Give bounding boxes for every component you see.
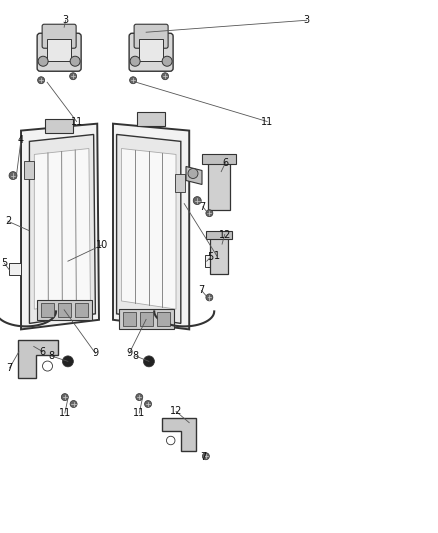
Bar (119, 309, 173, 329)
Bar (47, 39, 71, 61)
Text: 11: 11 (71, 117, 83, 126)
Polygon shape (29, 134, 95, 324)
Bar (24, 160, 34, 179)
Bar (123, 312, 136, 326)
Circle shape (193, 197, 201, 205)
Circle shape (162, 72, 169, 80)
Polygon shape (117, 134, 181, 324)
FancyBboxPatch shape (134, 24, 168, 48)
Circle shape (62, 356, 74, 367)
Text: 1: 1 (214, 251, 220, 261)
Circle shape (130, 77, 137, 84)
Text: 3: 3 (63, 15, 69, 25)
Text: 5: 5 (207, 253, 213, 262)
Circle shape (143, 356, 155, 367)
Text: 12: 12 (219, 230, 231, 239)
Text: 7: 7 (7, 363, 13, 373)
Text: 9: 9 (126, 349, 132, 358)
Circle shape (70, 72, 77, 80)
FancyBboxPatch shape (42, 24, 76, 48)
FancyBboxPatch shape (37, 33, 81, 71)
Bar (139, 39, 163, 61)
Circle shape (61, 393, 68, 401)
Circle shape (130, 56, 140, 66)
Text: 2: 2 (5, 216, 11, 226)
Text: 8: 8 (49, 351, 55, 361)
Circle shape (136, 393, 143, 401)
Bar (45, 118, 73, 133)
Bar (137, 111, 165, 126)
Polygon shape (186, 166, 202, 184)
Text: 11: 11 (261, 117, 273, 126)
Text: 10: 10 (95, 240, 108, 250)
Bar (140, 312, 152, 326)
Text: 9: 9 (92, 349, 99, 358)
Bar (175, 174, 185, 192)
Circle shape (38, 56, 48, 66)
Circle shape (145, 400, 152, 408)
Text: 6: 6 (223, 158, 229, 167)
FancyBboxPatch shape (129, 33, 173, 71)
Bar (41, 303, 53, 317)
Circle shape (202, 453, 209, 460)
Bar (206, 231, 232, 239)
Bar (210, 236, 228, 274)
Text: 6: 6 (40, 347, 46, 357)
Bar (74, 303, 88, 317)
Polygon shape (21, 124, 99, 329)
Text: 5: 5 (1, 259, 7, 268)
Circle shape (70, 400, 77, 408)
Circle shape (188, 168, 198, 179)
Polygon shape (18, 340, 57, 378)
Text: 8: 8 (133, 351, 139, 361)
Bar (9, 263, 21, 275)
Text: 7: 7 (201, 453, 207, 462)
Circle shape (9, 172, 17, 180)
Bar (157, 312, 170, 326)
Polygon shape (121, 149, 176, 309)
Text: 12: 12 (170, 407, 182, 416)
Circle shape (206, 209, 213, 217)
Circle shape (206, 294, 213, 301)
Text: 3: 3 (304, 15, 310, 25)
Polygon shape (34, 149, 90, 309)
Bar (208, 160, 230, 211)
Bar (58, 303, 71, 317)
Circle shape (38, 77, 45, 84)
Text: 11: 11 (59, 408, 71, 418)
Circle shape (162, 56, 172, 66)
Text: 7: 7 (198, 286, 205, 295)
Polygon shape (113, 124, 189, 329)
Polygon shape (162, 418, 196, 451)
Text: 11: 11 (133, 408, 145, 418)
Circle shape (70, 56, 80, 66)
Circle shape (166, 436, 175, 445)
Bar (37, 300, 92, 320)
Bar (202, 155, 236, 165)
Text: 7: 7 (200, 202, 206, 212)
Bar (205, 255, 217, 267)
Circle shape (42, 361, 53, 371)
Text: 4: 4 (18, 135, 24, 144)
